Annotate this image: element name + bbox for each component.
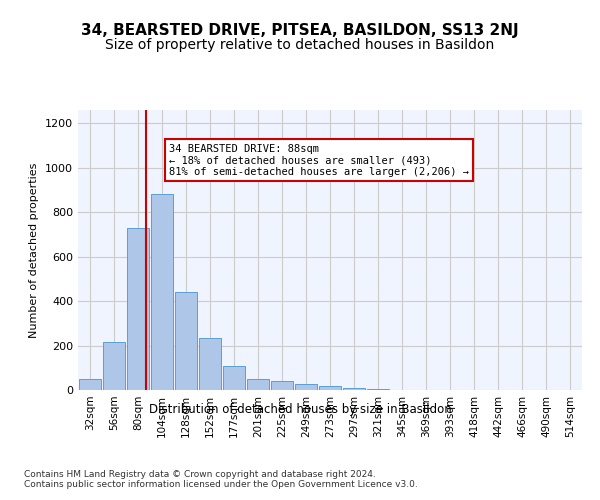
Bar [79, 379, 101, 390]
Bar [367, 389, 389, 390]
Text: Size of property relative to detached houses in Basildon: Size of property relative to detached ho… [106, 38, 494, 52]
Text: 34, BEARSTED DRIVE, PITSEA, BASILDON, SS13 2NJ: 34, BEARSTED DRIVE, PITSEA, BASILDON, SS… [81, 22, 519, 38]
Bar [175, 292, 197, 390]
Bar [151, 194, 173, 390]
Bar [247, 379, 269, 390]
Bar [319, 386, 341, 390]
Bar [295, 384, 317, 390]
Text: Contains public sector information licensed under the Open Government Licence v3: Contains public sector information licen… [24, 480, 418, 489]
Text: Contains HM Land Registry data © Crown copyright and database right 2024.: Contains HM Land Registry data © Crown c… [24, 470, 376, 479]
Bar [127, 228, 149, 390]
Bar [271, 381, 293, 390]
Text: Distribution of detached houses by size in Basildon: Distribution of detached houses by size … [149, 402, 451, 415]
Text: 34 BEARSTED DRIVE: 88sqm
← 18% of detached houses are smaller (493)
81% of semi-: 34 BEARSTED DRIVE: 88sqm ← 18% of detach… [169, 144, 469, 177]
Bar [199, 338, 221, 390]
Bar [103, 342, 125, 390]
Bar [343, 388, 365, 390]
Y-axis label: Number of detached properties: Number of detached properties [29, 162, 40, 338]
Bar [223, 366, 245, 390]
